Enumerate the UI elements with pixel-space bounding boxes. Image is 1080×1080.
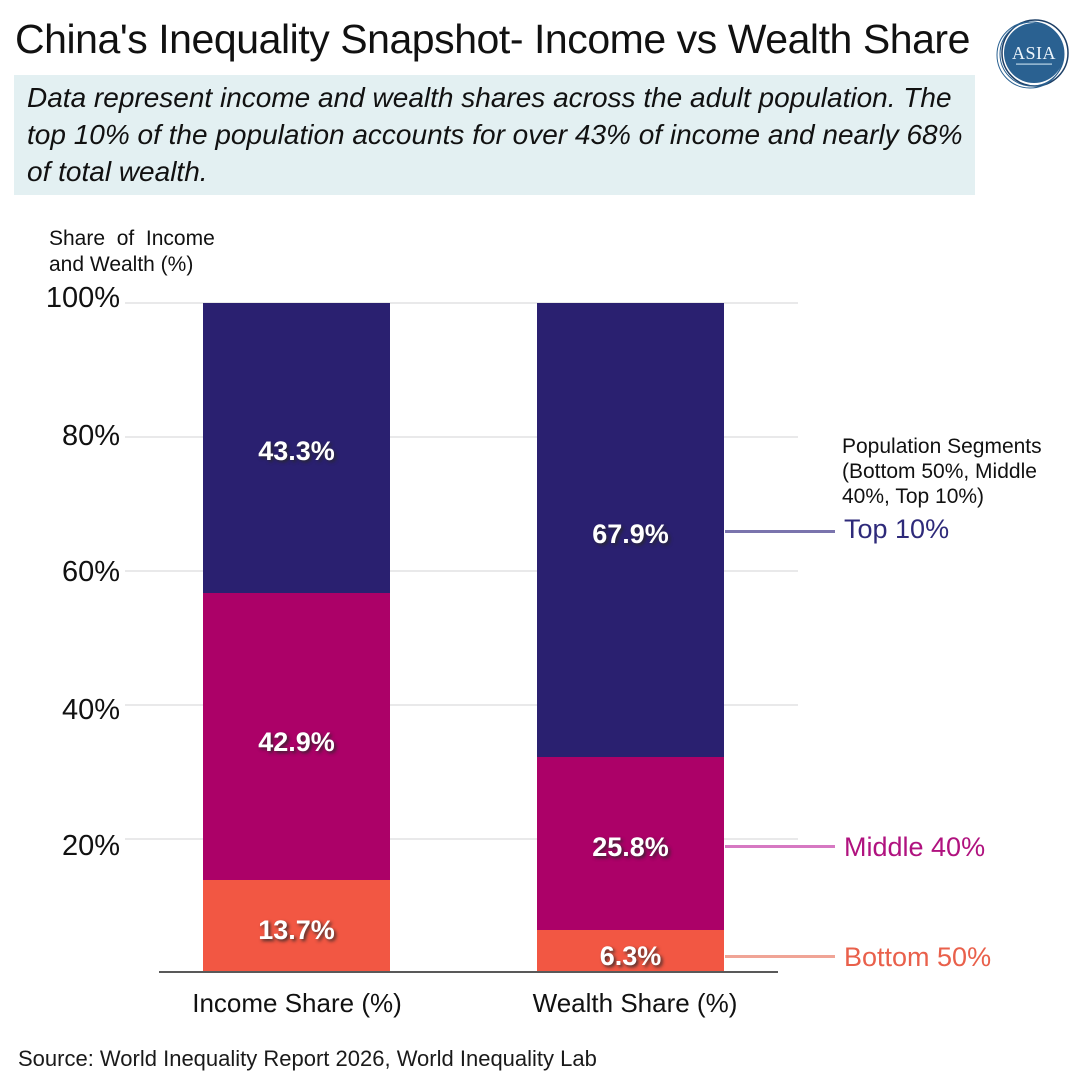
svg-text:ASIA: ASIA (1012, 43, 1056, 63)
